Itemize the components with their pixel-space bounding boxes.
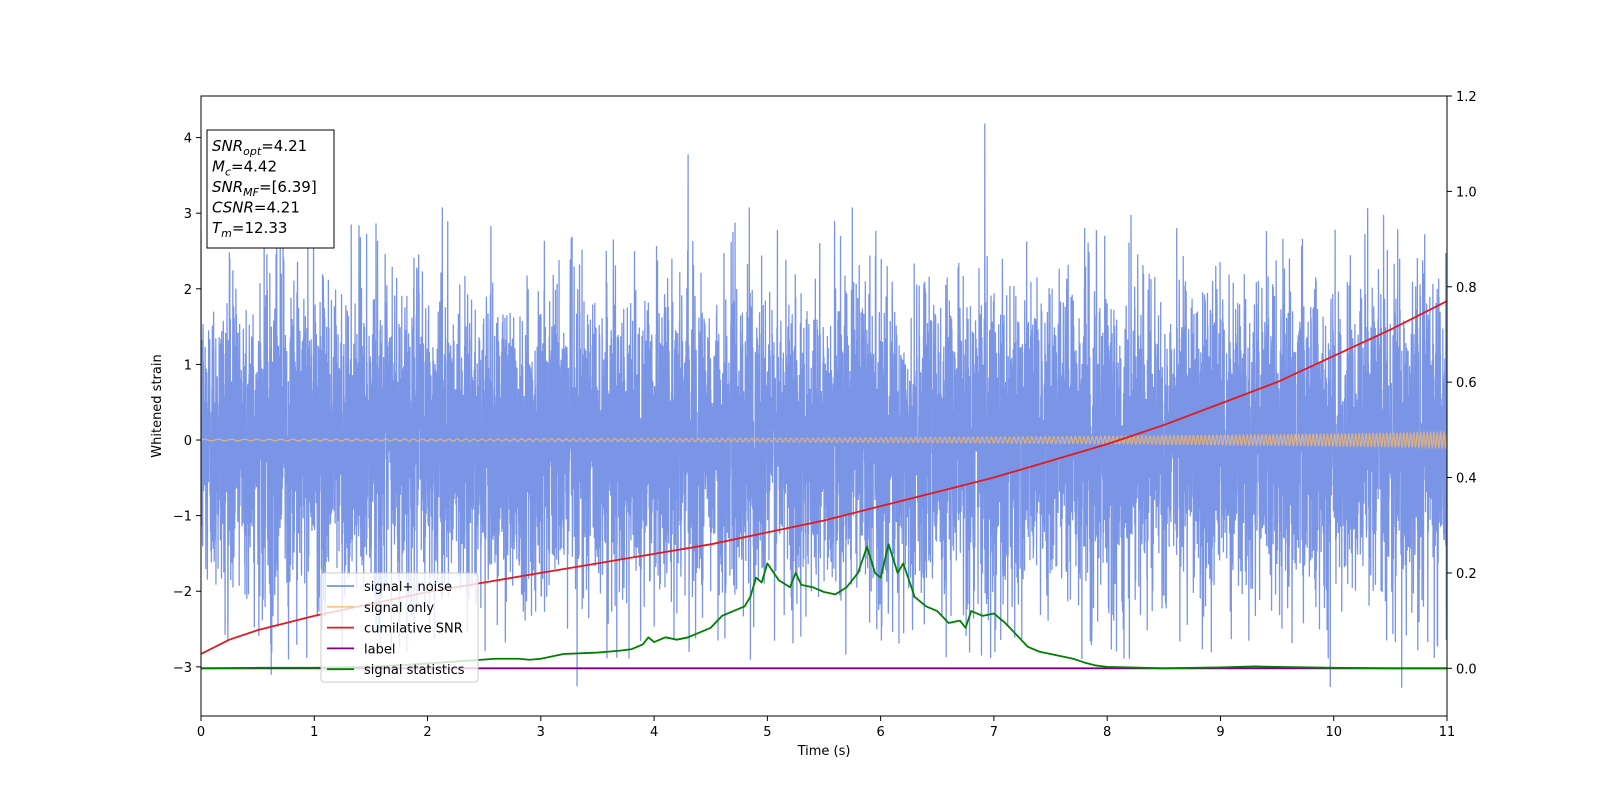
y-left-tick-label: 0	[184, 434, 192, 449]
textbox-value: =[6.39]	[259, 178, 317, 196]
textbox-line: Mc=4.42	[212, 158, 277, 179]
y-left-tick-label: −1	[173, 510, 192, 525]
textbox-subscript: MF	[243, 186, 259, 199]
y-right-tick-label: 0.6	[1456, 376, 1477, 391]
legend-label: cumilative SNR	[364, 622, 463, 637]
legend: signal+ noise signal only cumilative SNR la…	[320, 572, 479, 683]
y-right-tick-label: 1.2	[1456, 90, 1477, 105]
y-left-tick-label: 4	[184, 132, 192, 147]
y-left-tick-label: 2	[184, 283, 192, 298]
textbox-value: =4.21	[261, 137, 307, 155]
y-right-axis-ticks: 0.0 0.2 0.4 0.6 0.8 1.0 1.2	[1447, 90, 1477, 677]
metrics-textbox: SNRopt=4.21Mc=4.42SNRMF=[6.39]CSNR=4.21T…	[206, 129, 335, 249]
x-tick-label: 2	[423, 725, 431, 740]
legend-label: signal+ noise	[364, 580, 452, 595]
y-right-tick-label: 0.0	[1456, 662, 1477, 677]
textbox-value: =12.33	[232, 219, 288, 237]
legend-label: signal statistics	[364, 663, 465, 678]
textbox-line: SNRopt=4.21	[212, 137, 307, 158]
series-signal-statistics	[201, 543, 1447, 670]
x-tick-label: 7	[990, 725, 998, 740]
y-right-tick-label: 1.0	[1456, 185, 1477, 200]
x-tick-label: 4	[650, 725, 658, 740]
axes-frame	[200, 95, 1448, 717]
x-tick-label: 8	[1103, 725, 1111, 740]
signal-statistics-line	[201, 543, 1447, 670]
textbox-value: =4.21	[254, 199, 300, 217]
textbox-subscript: m	[221, 227, 232, 240]
signal-noise-line	[201, 123, 1447, 688]
x-tick-label: 3	[537, 725, 545, 740]
x-axis-ticks: 0 1 2 3 4 5 6 7 8 9 10 11	[197, 716, 1455, 740]
signal-only-line	[201, 430, 1447, 450]
textbox-variable: SNR	[212, 137, 243, 155]
textbox-variable: CSNR	[212, 199, 254, 217]
x-tick-label: 10	[1325, 725, 1342, 740]
textbox-line: CSNR=4.21	[212, 199, 300, 217]
y-right-tick-label: 0.4	[1456, 472, 1477, 487]
x-tick-label: 11	[1439, 725, 1456, 740]
y-left-tick-label: −3	[173, 661, 192, 676]
series-signal-noise	[201, 123, 1447, 688]
textbox-line: SNRMF=[6.39]	[212, 178, 317, 199]
x-tick-label: 5	[763, 725, 771, 740]
textbox-variable: T	[212, 219, 223, 237]
y-right-tick-label: 0.2	[1456, 567, 1477, 582]
legend-label: signal only	[364, 601, 434, 616]
textbox-line: Tm=12.33	[212, 219, 287, 240]
y-right-tick-label: 0.8	[1456, 281, 1477, 296]
x-tick-label: 0	[197, 725, 205, 740]
y-left-axis-ticks: −3 −2 −1 0 1 2 3 4	[173, 132, 201, 676]
x-tick-label: 1	[310, 725, 318, 740]
x-tick-label: 9	[1216, 725, 1224, 740]
textbox-subscript: c	[225, 166, 231, 179]
textbox-value: =4.42	[231, 158, 277, 176]
textbox-subscript: opt	[243, 145, 262, 158]
y-left-tick-label: −2	[173, 585, 192, 600]
y-axis-label: Whitened strain	[150, 354, 165, 457]
x-axis-label: Time (s)	[797, 744, 851, 759]
y-left-tick-label: 1	[184, 358, 192, 373]
y-left-tick-label: 3	[184, 207, 192, 222]
legend-frame	[320, 572, 479, 683]
textbox-frame	[206, 129, 335, 249]
textbox-variable: SNR	[212, 178, 243, 196]
legend-label: label	[364, 642, 395, 657]
textbox-variable: M	[212, 158, 225, 176]
x-tick-label: 6	[876, 725, 884, 740]
series-signal-only	[201, 430, 1447, 450]
